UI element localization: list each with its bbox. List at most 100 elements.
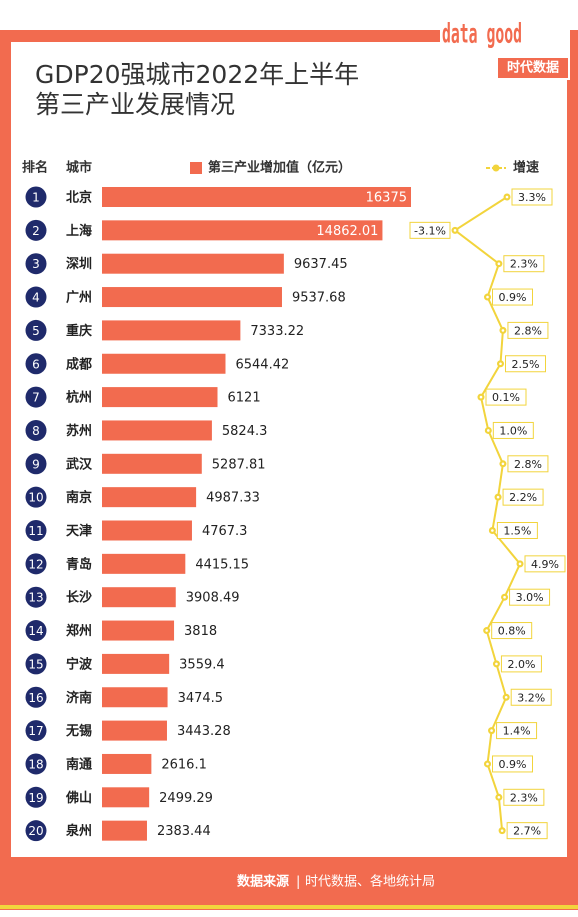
bar [102,187,411,207]
city: 南京 [66,490,92,506]
rank: 3 [32,257,40,271]
growth-label: 2.8% [514,324,542,337]
city: 成都 [66,356,92,372]
growth-label-box [505,355,546,373]
value-label: 2616.1 [161,757,207,772]
rank-badge [25,386,47,408]
rank: 16 [28,691,43,705]
rank: 10 [28,491,43,505]
growth-label: 3.2% [517,691,545,704]
value-label: 5287.81 [212,457,266,472]
bar [102,253,284,274]
growth-label: 0.9% [499,758,527,771]
growth-dot-center [496,495,500,499]
value-label: 4987.33 [206,491,260,506]
growth-label-box [507,321,549,339]
growth-label: 0.9% [499,291,527,304]
value-label: 3908.49 [186,591,240,606]
value-label: 5824.3 [222,424,268,439]
rank-badge [25,186,47,208]
value-label: 6121 [228,391,261,406]
rank-badge [25,586,47,608]
bar [102,687,168,708]
bar [102,720,167,741]
growth-label-box [502,488,544,506]
rank: 17 [28,724,43,738]
value-label: 3818 [184,624,217,639]
growth-label-box [509,588,551,606]
rank-badge [25,753,47,775]
rank: 18 [28,757,43,771]
logo-mark: data good [442,19,522,50]
growth-label: 2.2% [509,491,537,504]
bar [102,520,192,541]
growth-dot-center [479,395,483,399]
city: 青岛 [66,556,92,572]
growth-dot-center [497,262,501,266]
city-header: 城市 [66,160,92,176]
value-label: 7333.22 [250,324,304,339]
growth-label: 0.8% [498,625,526,638]
logo-name: 时代数据 [507,60,559,76]
growth-label-box [491,622,533,640]
legend-label: 增速 [513,160,539,176]
growth-label: 2.8% [514,458,542,471]
growth-label-box [503,255,545,273]
growth-label: 1.5% [503,525,531,538]
source-label: 数据来源 [237,874,289,890]
growth-label-box [492,421,534,439]
growth-dot-center [486,295,489,299]
rank: 12 [28,557,43,571]
growth-label: -3.1% [414,224,446,237]
bar [102,353,226,374]
bar [102,420,212,441]
legend-label: 第三产业增加值（亿元） [208,160,351,176]
rank-badge [25,419,47,441]
rank-badge [25,686,47,708]
bar [102,453,202,474]
city: 长沙 [66,590,92,606]
chart-title: 第三产业发展情况 [35,90,235,119]
rank: 19 [28,791,43,805]
city: 杭州 [66,390,92,406]
rank-badge [25,353,47,375]
rank: 14 [28,624,43,638]
growth-label-box [409,221,451,239]
growth-label-box [507,455,549,473]
growth-label: 1.4% [503,725,531,738]
city: 北京 [66,190,92,206]
rank: 6 [32,357,40,371]
growth-dot-center [504,695,508,699]
legend-dot [492,164,500,172]
value-label: 2383.44 [157,824,211,839]
value-label: 2499.29 [159,791,213,806]
growth-label: 1.0% [499,424,527,437]
source: 时代数据、各地统计局 [305,874,435,890]
value-label: 4415.15 [195,557,249,572]
rank-badge [25,486,47,508]
city: 南通 [66,756,92,772]
growth-label-box [506,822,548,840]
value-label: 3559.4 [179,657,225,672]
rank-badge [25,720,47,742]
chart-title: GDP20强城市2022年上半年 [35,60,359,89]
growth-label-box [496,522,538,539]
rank-badge [25,553,47,575]
rank-badge [25,286,47,308]
city: 上海 [66,223,92,239]
rank-badge [25,253,47,275]
value-label: 3474.5 [178,691,224,706]
bar [102,387,218,408]
legend-swatch [190,162,202,174]
city: 泉州 [66,823,92,839]
value-label: 3443.28 [177,724,231,739]
growth-dot-center [486,762,489,766]
growth-dot-center [501,462,505,466]
bar [102,587,176,608]
growth-dot-center [490,729,493,732]
growth-dot-center [499,362,502,366]
rank-badge [25,786,47,808]
bar [102,787,150,808]
growth-label: 3.0% [516,591,544,604]
bar [102,620,175,641]
